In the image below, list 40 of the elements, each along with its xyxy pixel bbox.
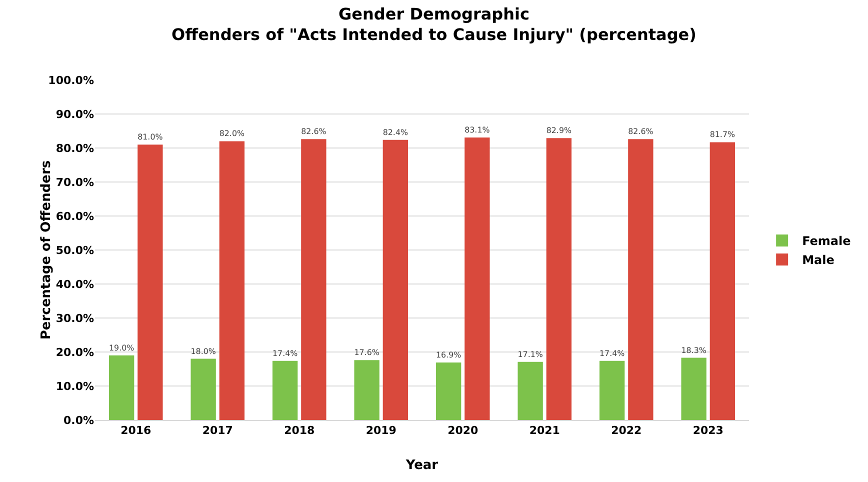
bar bbox=[219, 141, 245, 420]
y-tick-label: 90.0% bbox=[56, 108, 94, 121]
y-tick-label: 10.0% bbox=[56, 380, 94, 393]
chart-title: Gender Demographic Offenders of "Acts Intended to Cause Injury" (percentage) bbox=[172, 4, 696, 44]
bar bbox=[190, 358, 216, 420]
x-axis-title: Year bbox=[404, 458, 439, 473]
bar bbox=[354, 360, 380, 420]
bar bbox=[518, 362, 543, 420]
x-tick-label: 2019 bbox=[366, 424, 396, 438]
y-tick-label: 80.0% bbox=[56, 142, 94, 155]
bar bbox=[301, 139, 326, 420]
y-tick-label: 60.0% bbox=[56, 210, 94, 223]
x-tick-label: 2017 bbox=[202, 424, 233, 438]
x-tick-label: 2022 bbox=[611, 424, 642, 438]
y-tick-label: 100.0% bbox=[48, 74, 94, 87]
bar bbox=[436, 362, 462, 420]
bar bbox=[546, 138, 572, 420]
bar bbox=[681, 358, 706, 420]
y-tick-label: 0.0% bbox=[63, 414, 94, 427]
x-tick-label: 2018 bbox=[284, 424, 315, 438]
x-tick-label: 2016 bbox=[120, 424, 152, 438]
bar bbox=[464, 137, 490, 420]
x-tick-label: 2020 bbox=[448, 424, 479, 438]
y-axis-title: Percentage of Offenders bbox=[38, 160, 54, 340]
x-tick-label: 2023 bbox=[692, 424, 724, 438]
y-tick-label: 70.0% bbox=[56, 176, 94, 189]
y-tick-label: 40.0% bbox=[56, 278, 94, 291]
legend-label: Female bbox=[802, 234, 851, 248]
bar bbox=[272, 360, 298, 420]
x-tick-label: 2021 bbox=[529, 424, 560, 438]
bar bbox=[628, 139, 654, 420]
y-tick-label: 30.0% bbox=[56, 312, 94, 325]
y-tick-label: 50.0% bbox=[56, 244, 94, 257]
bar bbox=[599, 360, 625, 420]
bar bbox=[382, 140, 408, 420]
legend-label: Male bbox=[802, 253, 834, 268]
bar bbox=[108, 355, 134, 420]
bar bbox=[138, 144, 163, 420]
bar bbox=[710, 142, 736, 420]
y-tick-label: 20.0% bbox=[56, 346, 94, 359]
